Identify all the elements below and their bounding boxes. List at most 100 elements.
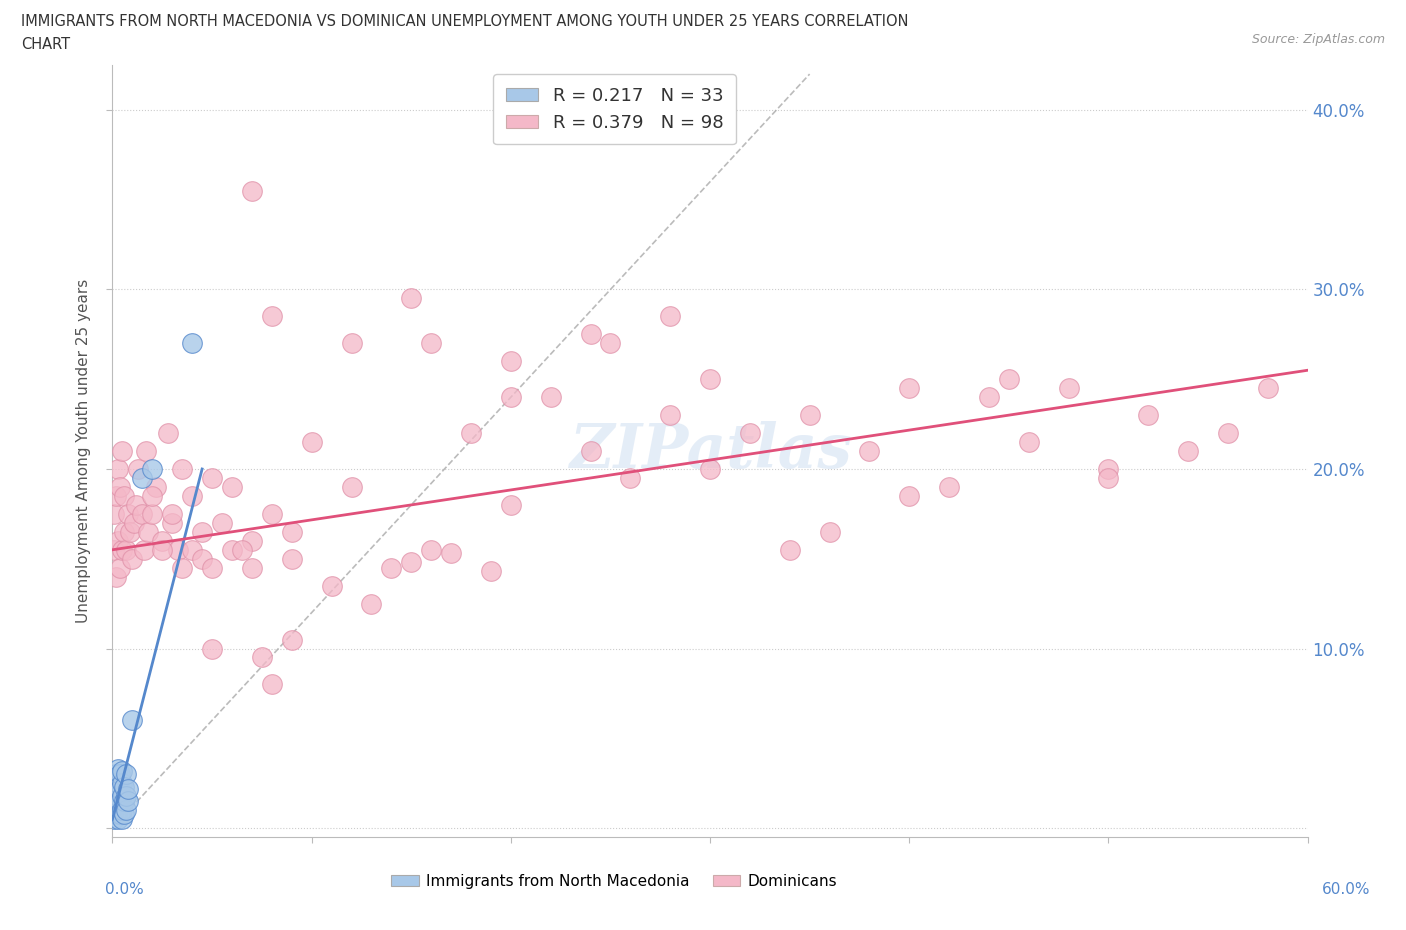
- Point: [1057, 380, 1080, 395]
- Point: [240, 183, 263, 198]
- Point: [107, 762, 129, 777]
- Point: [120, 525, 142, 539]
- Point: [103, 776, 125, 790]
- Point: [938, 480, 960, 495]
- Point: [977, 390, 1000, 405]
- Point: [898, 380, 921, 395]
- Point: [659, 407, 682, 422]
- Point: [440, 546, 463, 561]
- Point: [141, 507, 163, 522]
- Point: [172, 461, 194, 476]
- Point: [110, 480, 132, 495]
- Point: [110, 560, 132, 575]
- Point: [107, 789, 129, 804]
- Point: [107, 461, 129, 476]
- Point: [281, 525, 304, 539]
- Point: [281, 632, 304, 647]
- Point: [499, 353, 522, 368]
- Point: [1018, 434, 1040, 449]
- Point: [110, 806, 132, 821]
- Point: [107, 534, 129, 549]
- Point: [138, 525, 160, 539]
- Point: [340, 336, 363, 351]
- Text: CHART: CHART: [21, 37, 70, 52]
- Point: [103, 812, 125, 827]
- Point: [281, 551, 304, 566]
- Point: [420, 542, 443, 557]
- Point: [260, 677, 283, 692]
- Point: [1177, 444, 1199, 458]
- Point: [401, 555, 423, 570]
- Point: [1216, 426, 1239, 441]
- Point: [181, 542, 204, 557]
- Point: [111, 776, 134, 790]
- Point: [114, 525, 135, 539]
- Point: [201, 641, 224, 656]
- Point: [105, 785, 128, 800]
- Point: [540, 390, 562, 405]
- Point: [321, 578, 343, 593]
- Point: [181, 488, 204, 503]
- Point: [117, 793, 139, 808]
- Point: [141, 461, 163, 476]
- Point: [162, 507, 183, 522]
- Point: [111, 812, 134, 827]
- Point: [124, 515, 146, 530]
- Point: [111, 444, 134, 458]
- Point: [114, 806, 135, 821]
- Point: [110, 781, 132, 796]
- Point: [211, 515, 233, 530]
- Point: [401, 291, 423, 306]
- Point: [110, 766, 132, 781]
- Point: [260, 507, 283, 522]
- Point: [479, 564, 502, 578]
- Point: [579, 444, 602, 458]
- Point: [360, 596, 382, 611]
- Text: IMMIGRANTS FROM NORTH MACEDONIA VS DOMINICAN UNEMPLOYMENT AMONG YOUTH UNDER 25 Y: IMMIGRANTS FROM NORTH MACEDONIA VS DOMIN…: [21, 14, 908, 29]
- Point: [260, 309, 283, 324]
- Point: [340, 480, 363, 495]
- Point: [107, 803, 129, 817]
- Point: [127, 461, 149, 476]
- Point: [103, 803, 125, 817]
- Point: [240, 560, 263, 575]
- Point: [599, 336, 621, 351]
- Point: [699, 372, 721, 387]
- Point: [221, 542, 243, 557]
- Point: [420, 336, 443, 351]
- Point: [499, 390, 522, 405]
- Point: [115, 789, 138, 804]
- Point: [231, 542, 253, 557]
- Point: [162, 515, 183, 530]
- Point: [114, 793, 135, 808]
- Point: [107, 812, 129, 827]
- Point: [131, 471, 153, 485]
- Point: [105, 569, 128, 584]
- Point: [499, 498, 522, 512]
- Point: [1257, 380, 1279, 395]
- Point: [107, 776, 129, 790]
- Point: [103, 507, 125, 522]
- Point: [998, 372, 1021, 387]
- Point: [115, 766, 138, 781]
- Point: [157, 426, 180, 441]
- Point: [110, 793, 132, 808]
- Point: [250, 650, 273, 665]
- Point: [105, 797, 128, 812]
- Point: [115, 803, 138, 817]
- Point: [201, 560, 224, 575]
- Point: [301, 434, 323, 449]
- Point: [103, 542, 125, 557]
- Point: [1097, 461, 1119, 476]
- Point: [150, 534, 173, 549]
- Point: [858, 444, 880, 458]
- Point: [134, 542, 156, 557]
- Y-axis label: Unemployment Among Youth under 25 years: Unemployment Among Youth under 25 years: [76, 279, 91, 623]
- Point: [111, 542, 134, 557]
- Text: 60.0%: 60.0%: [1323, 882, 1371, 897]
- Point: [115, 542, 138, 557]
- Point: [121, 713, 143, 728]
- Point: [619, 471, 641, 485]
- Point: [172, 560, 194, 575]
- Point: [699, 461, 721, 476]
